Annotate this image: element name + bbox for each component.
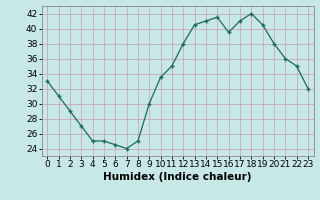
X-axis label: Humidex (Indice chaleur): Humidex (Indice chaleur) <box>103 172 252 182</box>
